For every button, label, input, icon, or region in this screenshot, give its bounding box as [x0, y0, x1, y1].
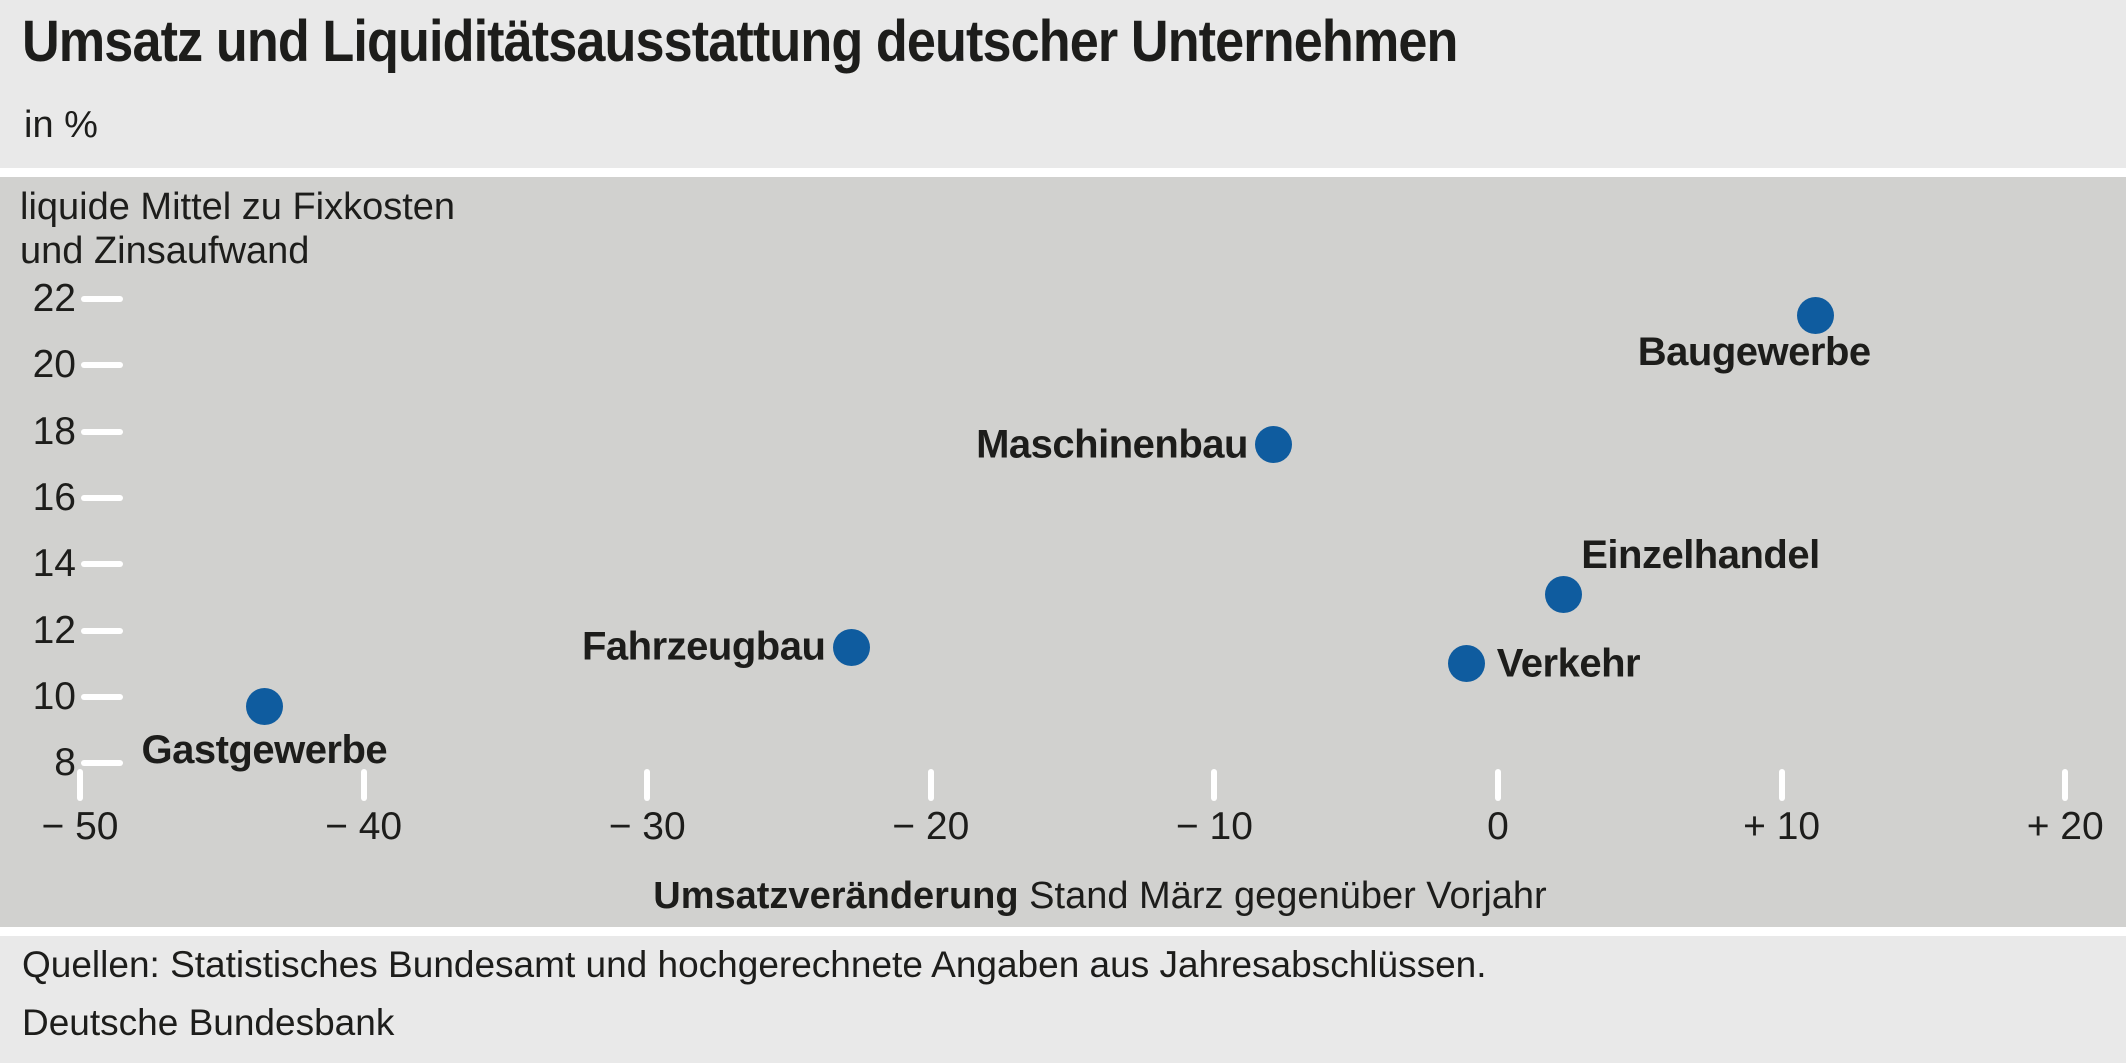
- data-point-dot: [1448, 645, 1486, 683]
- footer-band: Quellen: Statistisches Bundesamt und hoc…: [0, 936, 2126, 1063]
- y-axis-title: liquide Mittel zu Fixkosten und Zinsaufw…: [20, 185, 455, 273]
- y-tick-label: 20: [32, 343, 76, 387]
- source-line: Quellen: Statistisches Bundesamt und hoc…: [22, 944, 1487, 985]
- x-tick-label: − 20: [892, 805, 970, 848]
- data-point-label: Gastgewerbe: [141, 727, 388, 772]
- y-tick-mark: [81, 296, 123, 302]
- y-tick-label: 22: [32, 277, 76, 320]
- y-tick-mark: [81, 428, 123, 435]
- y-axis-title-line2: und Zinsaufwand: [20, 230, 310, 272]
- chart-title: Umsatz und Liquiditätsausstattung deutsc…: [22, 9, 1458, 74]
- header-band: Umsatz und Liquiditätsausstattung deutsc…: [0, 0, 2126, 168]
- y-tick-mark: [81, 495, 123, 502]
- x-tick-mark: [2062, 769, 2069, 801]
- data-point-label: Maschinenbau: [976, 422, 1248, 467]
- y-tick-mark: [81, 760, 123, 767]
- x-tick-mark: [927, 769, 934, 801]
- y-tick-mark: [81, 694, 123, 701]
- y-tick-mark: [81, 561, 123, 568]
- data-point-dot: [245, 688, 283, 726]
- y-tick-label: 12: [32, 608, 76, 652]
- y-tick-label: 18: [32, 409, 76, 453]
- y-tick-label: 16: [32, 476, 76, 520]
- x-tick-label: − 10: [1175, 805, 1253, 848]
- x-axis-title-bold: Umsatzveränderung: [653, 875, 1019, 917]
- y-tick-label: 14: [32, 542, 76, 586]
- x-tick-label: − 30: [608, 805, 686, 848]
- data-point-dot: [1797, 297, 1835, 335]
- y-tick-label: 8: [54, 741, 76, 785]
- publisher-line: Deutsche Bundesbank: [22, 1002, 395, 1043]
- y-axis-title-line1: liquide Mittel zu Fixkosten: [20, 186, 456, 228]
- x-tick-label: 0: [1487, 805, 1509, 848]
- plot-area: liquide Mittel zu Fixkosten und Zinsaufw…: [0, 177, 2126, 927]
- data-point-dot: [1544, 575, 1582, 613]
- y-tick-label: 10: [32, 675, 76, 719]
- x-axis-title-rest: Stand März gegenüber Vorjahr: [1018, 875, 1547, 917]
- x-axis-title: Umsatzveränderung Stand März gegenüber V…: [653, 875, 1546, 918]
- x-tick-label: − 50: [41, 805, 119, 848]
- y-tick-mark: [81, 627, 123, 634]
- y-tick-mark: [81, 362, 123, 369]
- data-point-label: Fahrzeugbau: [581, 624, 826, 669]
- data-point-label: Verkehr: [1496, 641, 1641, 686]
- x-tick-mark: [1211, 769, 1218, 801]
- data-point-label: Baugewerbe: [1637, 329, 1871, 374]
- x-tick-mark: [1495, 769, 1501, 801]
- x-tick-label: − 40: [325, 805, 403, 848]
- x-tick-label: + 10: [1743, 805, 1821, 848]
- unit-note: in %: [24, 104, 98, 146]
- data-point-dot: [832, 628, 870, 666]
- data-point-label: Einzelhandel: [1581, 533, 1820, 578]
- x-tick-label: + 20: [2026, 805, 2104, 848]
- x-tick-mark: [1778, 769, 1785, 801]
- data-point-dot: [1255, 426, 1293, 464]
- x-tick-mark: [77, 769, 83, 801]
- x-tick-mark: [360, 769, 367, 801]
- x-tick-mark: [644, 769, 651, 801]
